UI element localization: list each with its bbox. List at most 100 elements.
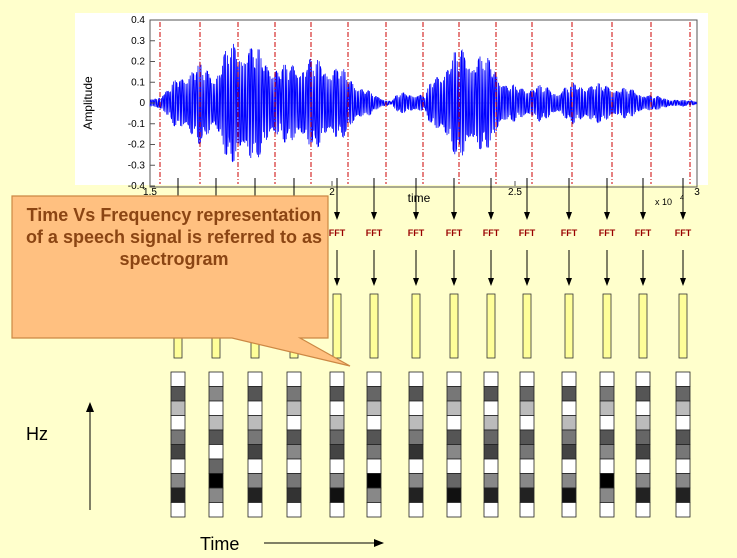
fft-window-bar [369, 293, 379, 359]
x-tick-label: 2 [329, 187, 335, 198]
spectrum-cell [247, 502, 263, 518]
spectrum-cell [366, 487, 382, 503]
spectrum-cell [519, 429, 535, 445]
spectrum-cell [483, 400, 499, 416]
fft-window-bar [411, 293, 421, 359]
y-tick-label: 0 [139, 98, 145, 109]
spectrum-cell [675, 400, 691, 416]
spectrum-cell [446, 371, 462, 387]
fft-label: FFT [675, 228, 692, 238]
spectrum-cell [675, 371, 691, 387]
fft-label: FFT [561, 228, 578, 238]
spectrum-cell [483, 429, 499, 445]
spectrum-cell [170, 386, 186, 402]
waveform-y-ticks: 0.4 0.3 0.2 0.1 0 -0.1 -0.2 -0.3 -0.4 [128, 15, 155, 192]
spectrum-cell [329, 400, 345, 416]
spectrum-cell [483, 502, 499, 518]
spectrum-cell [561, 386, 577, 402]
spectrum-cell [446, 415, 462, 431]
spectrum-cell [247, 444, 263, 460]
spectrum-cell [170, 415, 186, 431]
fft-label: FFT [635, 228, 652, 238]
spectrum-cell [247, 386, 263, 402]
spectrum-cell [208, 386, 224, 402]
fft-window-bar [486, 293, 496, 359]
y-tick-label: -0.4 [128, 181, 146, 192]
spectrum-cell [170, 458, 186, 474]
spectrum-cell [599, 458, 615, 474]
arrow-head [604, 212, 610, 220]
spectrum-cell [366, 444, 382, 460]
y-tick-label: 0.1 [131, 77, 145, 88]
arrow-head [488, 278, 494, 286]
spectrum-cell [635, 386, 651, 402]
chain-column: FFT [635, 178, 652, 518]
arrow-head [566, 212, 572, 220]
spectrum-cell [561, 415, 577, 431]
spectrum-cell [446, 429, 462, 445]
fft-label: FFT [446, 228, 463, 238]
fft-window-bar [332, 293, 342, 359]
spectrum-cell [446, 458, 462, 474]
spectrum-cell [208, 400, 224, 416]
spectrum-cell [519, 502, 535, 518]
arrow-head [488, 212, 494, 220]
arrow-head [413, 212, 419, 220]
spectrum-cell [675, 386, 691, 402]
fft-window-bar [638, 293, 648, 359]
chain-column: FFT [408, 178, 425, 518]
spectrum-cell [599, 371, 615, 387]
spectrum-cell [408, 487, 424, 503]
chain-column: FFT [599, 178, 616, 518]
chain-column: FFT [483, 178, 500, 518]
spectrum-cell [446, 487, 462, 503]
spectrum-cell [208, 487, 224, 503]
spectrum-cell [561, 487, 577, 503]
spectrum-cell [519, 458, 535, 474]
spectrum-cell [247, 415, 263, 431]
fft-window-bar [564, 293, 574, 359]
spectrum-cell [675, 429, 691, 445]
spectrum-cell [286, 487, 302, 503]
arrow-head [604, 278, 610, 286]
spectrum-cell [408, 473, 424, 489]
spectrum-cell [675, 444, 691, 460]
spectrum-cell [329, 458, 345, 474]
spectrum-cell [170, 444, 186, 460]
fft-window-bar [522, 293, 532, 359]
chain-column: FFT [329, 178, 346, 518]
chain-column: FFT [675, 178, 692, 518]
spectrum-cell [329, 473, 345, 489]
spectrum-cell [286, 371, 302, 387]
spectrum-cell [329, 415, 345, 431]
fft-label: FFT [366, 228, 383, 238]
spectrum-cell [208, 371, 224, 387]
arrow-head [524, 278, 530, 286]
spectrum-cell [286, 386, 302, 402]
hz-axis-arrow [86, 402, 94, 510]
spectrum-cell [561, 473, 577, 489]
chain-column: FFT [366, 178, 383, 518]
spectrum-cell [408, 415, 424, 431]
spectrum-cell [519, 444, 535, 460]
spectrum-cell [247, 429, 263, 445]
fft-label: FFT [483, 228, 500, 238]
spectrum-cell [599, 473, 615, 489]
spectrum-cell [519, 371, 535, 387]
x-multiplier: x 10 [655, 197, 672, 207]
spectrum-cell [247, 458, 263, 474]
spectrum-cell [247, 487, 263, 503]
spectrum-cell [635, 487, 651, 503]
fft-label: FFT [329, 228, 346, 238]
y-tick-label: 0.4 [131, 15, 145, 26]
waveform-plot: 0.4 0.3 0.2 0.1 0 -0.1 -0.2 -0.3 -0.4 1.5 2 2.5 3 A… [75, 13, 708, 207]
spectrum-cell [599, 487, 615, 503]
spectrum-cell [599, 386, 615, 402]
spectrum-cell [483, 415, 499, 431]
spectrum-cell [286, 400, 302, 416]
spectrum-cell [366, 371, 382, 387]
spectrum-cell [561, 458, 577, 474]
spectrum-cell [247, 400, 263, 416]
arrow-head [334, 278, 340, 286]
spectrum-cell [599, 415, 615, 431]
